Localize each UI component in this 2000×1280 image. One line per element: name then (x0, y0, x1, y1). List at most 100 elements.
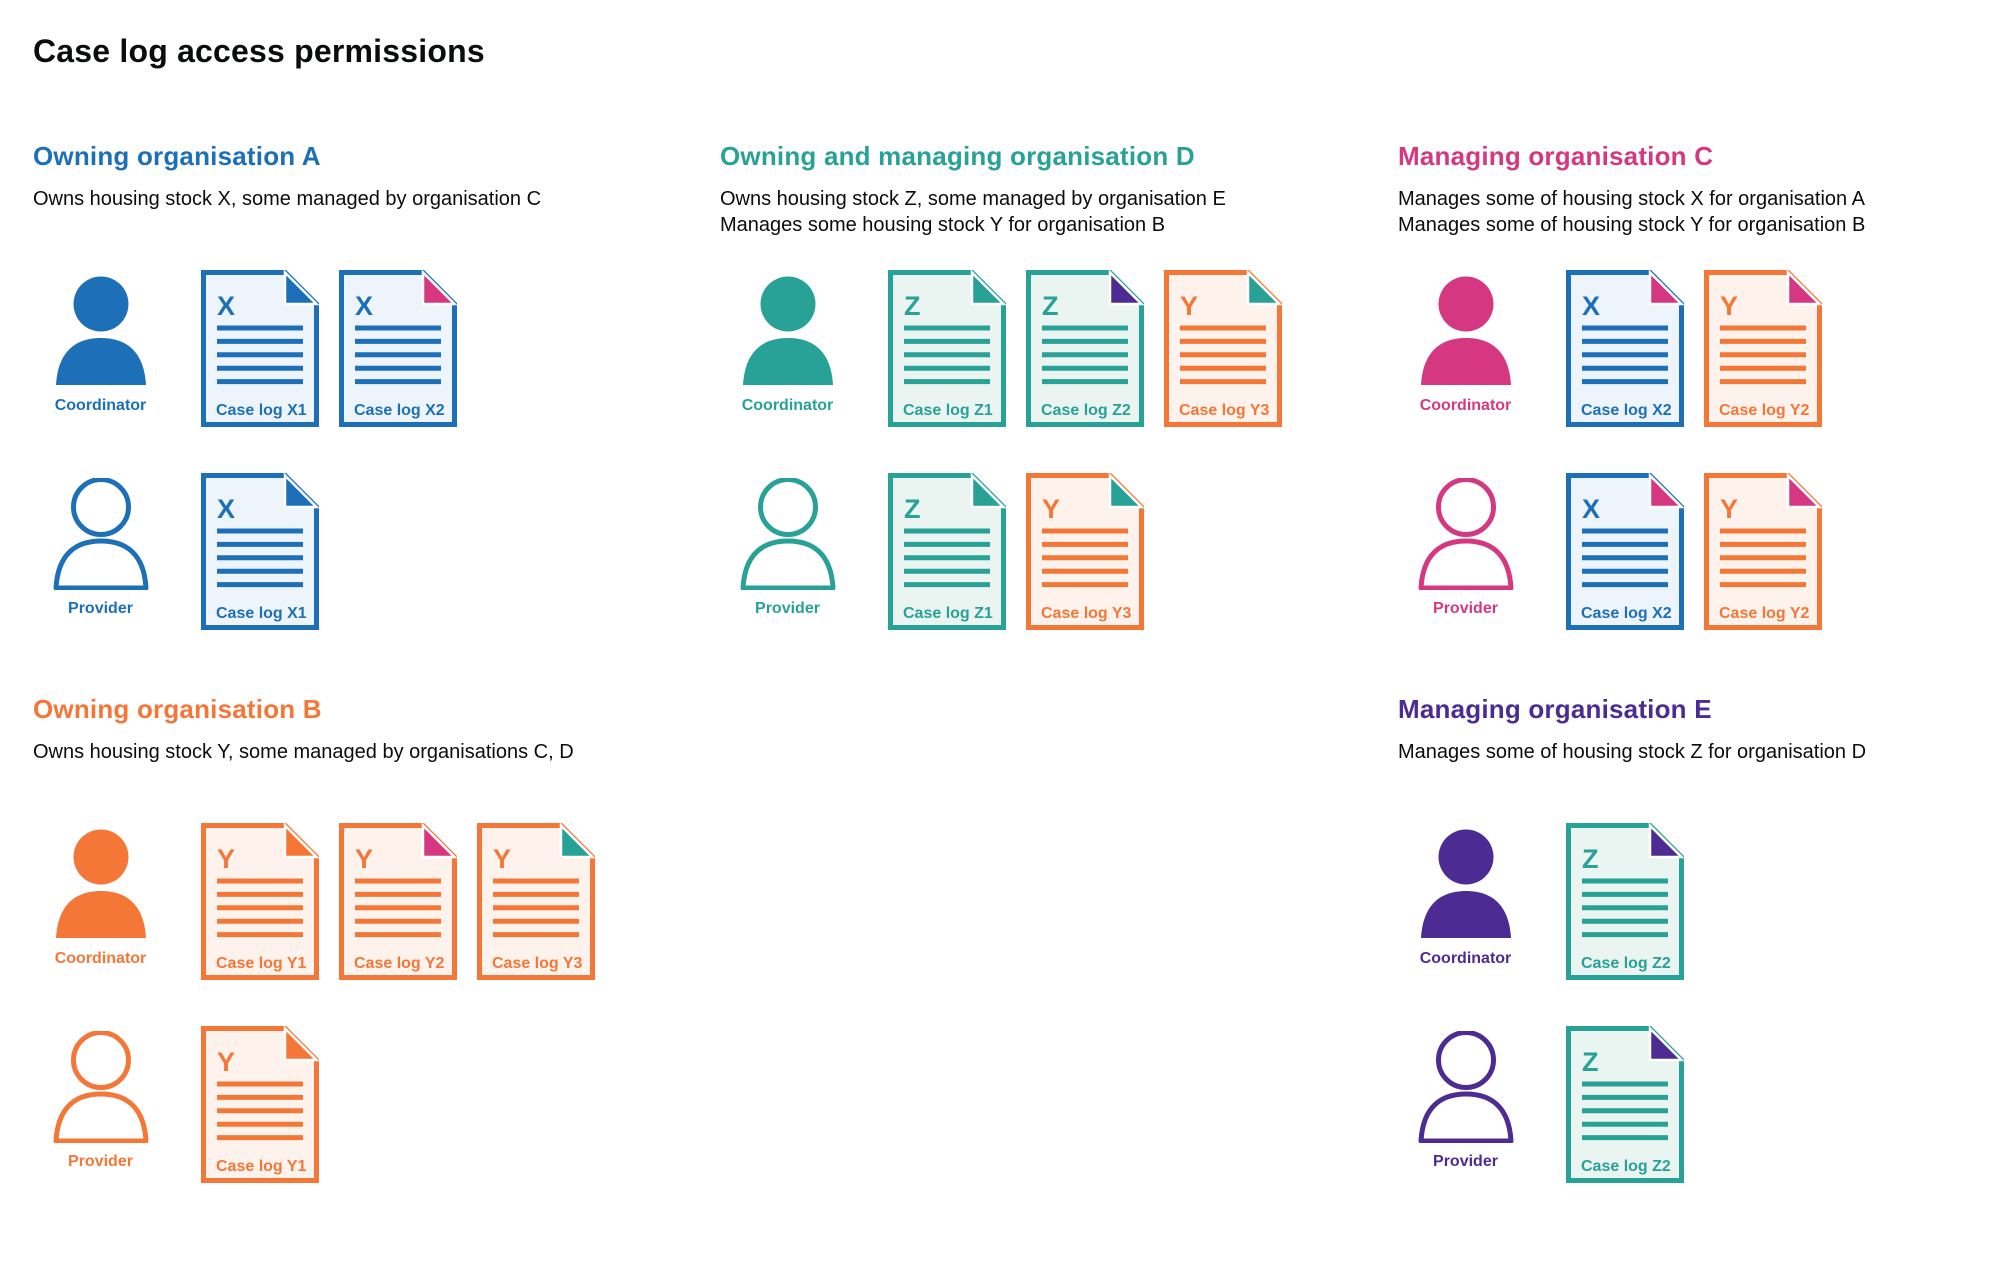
provider-permission-row: Provider X Case log X1 (33, 473, 693, 630)
folded-corner-icon (283, 270, 319, 306)
coordinator-permission-row: Coordinator Y Case log Y1 Y Case log Y2 Y Case… (33, 823, 693, 980)
document-page (339, 270, 457, 427)
role-label: Provider (68, 600, 133, 617)
case-log-document: Z Case log Z2 (1566, 1026, 1684, 1183)
document-letter: X (217, 494, 235, 524)
document-label: Case log Y2 (354, 955, 445, 972)
document-letter: Y (217, 844, 235, 874)
case-log-document: Y Case log Y3 (1164, 270, 1282, 427)
org-description-line: Owns housing stock Y, some managed by or… (33, 741, 574, 763)
section-org-a: Owning organisation A Owns housing stock … (33, 140, 693, 676)
person-block: Provider (1398, 473, 1566, 618)
document-label: Case log Y1 (216, 1158, 307, 1175)
document-page (888, 473, 1006, 630)
case-log-document: X Case log X2 (1566, 270, 1684, 427)
org-heading: Managing organisation C (1398, 141, 1714, 171)
role-label: Provider (755, 600, 820, 617)
case-log-document: Y Case log Y2 (339, 823, 457, 980)
document-label: Case log Y3 (1179, 402, 1270, 419)
document-label: Case log Z1 (903, 402, 993, 419)
case-log-document: Z Case log Z1 (888, 473, 1006, 630)
person-block: Provider (720, 473, 888, 618)
provider-person-icon (740, 478, 835, 590)
document-letter: Y (1720, 291, 1738, 321)
case-log-documents: Z Case log Z1 Y Case log Y3 (888, 473, 1144, 630)
provider-permission-row: Provider Y Case log Y1 (33, 1026, 693, 1183)
section-org-b: Owning organisation B Owns housing stock … (33, 693, 693, 1229)
folded-corner-icon (283, 1026, 319, 1062)
case-log-document: Y Case log Y2 (1704, 473, 1822, 630)
person-block: Coordinator (33, 270, 201, 415)
provider-person-icon (53, 478, 148, 590)
provider-permission-row: Provider Z Case log Z2 (1398, 1026, 2000, 1183)
person-block: Provider (33, 473, 201, 618)
document-letter: Z (1042, 291, 1059, 321)
provider-person-icon (1418, 1031, 1513, 1143)
person-block: Coordinator (33, 823, 201, 968)
folded-corner-icon (970, 473, 1006, 509)
role-label: Provider (1433, 600, 1498, 617)
person-block: Provider (1398, 1026, 1566, 1171)
org-description: Owns housing stock X, some managed by or… (33, 186, 693, 238)
coordinator-person-icon (742, 276, 833, 385)
org-description-line: Manages some of housing stock X for orga… (1398, 188, 1865, 210)
document-page (1566, 473, 1684, 630)
org-description: Manages some of housing stock Z for orga… (1398, 739, 2000, 791)
case-log-documents: X Case log X2 Y Case log Y2 (1566, 270, 1822, 427)
document-letter: Y (355, 844, 373, 874)
document-page (201, 1026, 319, 1183)
org-heading: Owning organisation A (33, 141, 321, 171)
role-label: Coordinator (54, 950, 147, 967)
folded-corner-icon (1246, 270, 1282, 306)
document-page (1704, 473, 1822, 630)
document-page (1164, 270, 1282, 427)
folded-corner-icon (1786, 473, 1822, 509)
case-log-documents: X Case log X1 (201, 473, 319, 630)
coordinator-permission-row: Coordinator X Case log X2 Y Case log Y2 (1398, 270, 2000, 427)
coordinator-person-icon (55, 276, 146, 385)
case-log-documents: Z Case log Z2 (1566, 823, 1684, 980)
case-log-document: X Case log X1 (201, 270, 319, 427)
org-heading: Owning and managing organisation D (720, 141, 1195, 171)
document-label: Case log X2 (354, 402, 445, 419)
org-description: Owns housing stock Y, some managed by or… (33, 739, 693, 791)
document-page (201, 823, 319, 980)
document-label: Case log Z2 (1581, 955, 1671, 972)
page-title: Case log access permissions (33, 33, 485, 69)
org-description-line: Manages some of housing stock Z for orga… (1398, 741, 1867, 763)
document-letter: X (217, 291, 235, 321)
document-label: Case log Y3 (1041, 605, 1132, 622)
role-label: Provider (1433, 1153, 1498, 1170)
document-page (477, 823, 595, 980)
org-heading: Owning organisation B (33, 694, 322, 724)
person-block: Provider (33, 1026, 201, 1171)
document-label: Case log Y3 (492, 955, 583, 972)
document-label: Case log X1 (216, 605, 307, 622)
document-label: Case log Y2 (1719, 402, 1810, 419)
person-block: Coordinator (720, 270, 888, 415)
section-org-e: Managing organisation E Manages some of h… (1398, 693, 2000, 1229)
document-letter: Z (1582, 1047, 1599, 1077)
role-label: Coordinator (741, 397, 834, 414)
folded-corner-icon (421, 823, 457, 859)
case-log-documents: X Case log X2 Y Case log Y2 (1566, 473, 1822, 630)
case-log-document: X Case log X1 (201, 473, 319, 630)
case-log-document: Y Case log Y3 (477, 823, 595, 980)
case-log-document: X Case log X2 (339, 270, 457, 427)
role-label: Coordinator (1419, 950, 1512, 967)
document-letter: Y (1042, 494, 1060, 524)
case-log-document: Z Case log Z2 (1566, 823, 1684, 980)
folded-corner-icon (421, 270, 457, 306)
document-page (1704, 270, 1822, 427)
coordinator-person-icon (1420, 276, 1511, 385)
document-page (1566, 270, 1684, 427)
case-log-documents: Y Case log Y1 (201, 1026, 319, 1183)
document-letter: Y (1180, 291, 1198, 321)
document-label: Case log Z2 (1041, 402, 1131, 419)
document-letter: Z (904, 494, 921, 524)
provider-person-icon (1418, 478, 1513, 590)
folded-corner-icon (1108, 270, 1144, 306)
person-block: Coordinator (1398, 823, 1566, 968)
document-label: Case log X1 (216, 402, 307, 419)
case-log-documents: X Case log X1 X Case log X2 (201, 270, 457, 427)
